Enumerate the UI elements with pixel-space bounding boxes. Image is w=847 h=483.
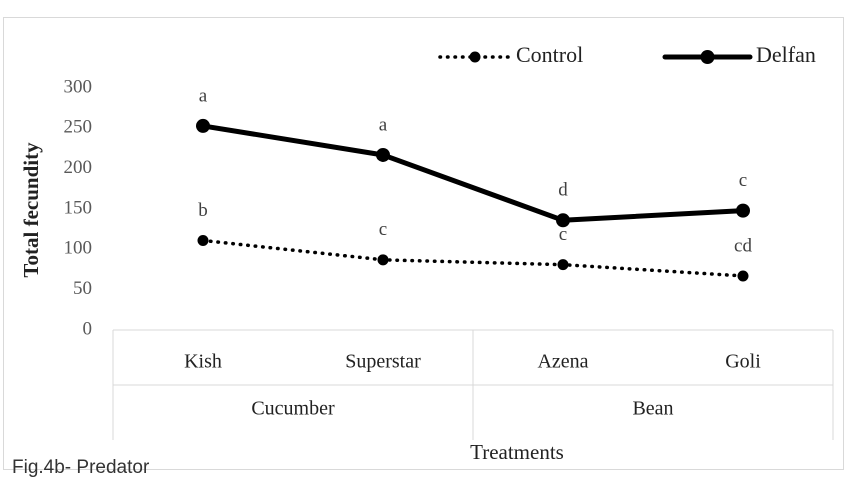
point-label: c bbox=[379, 219, 387, 240]
series-line bbox=[201, 238, 745, 278]
chart-border bbox=[3, 17, 844, 470]
x-tick-label: Azena bbox=[537, 351, 588, 373]
group-label: Bean bbox=[632, 398, 673, 420]
x-tick-label: Kish bbox=[184, 351, 222, 373]
legend-label: Delfan bbox=[756, 42, 816, 67]
legend-label: Control bbox=[516, 42, 583, 67]
marker bbox=[197, 234, 209, 246]
point-label: cd bbox=[734, 235, 752, 256]
group-label: Cucumber bbox=[251, 398, 335, 420]
y-tick-label: 50 bbox=[73, 278, 92, 299]
y-tick-label: 200 bbox=[64, 157, 93, 178]
point-label: a bbox=[199, 85, 208, 106]
y-axis-title: Total fecundity bbox=[19, 142, 43, 278]
marker bbox=[376, 147, 390, 162]
y-tick-label: 0 bbox=[83, 318, 93, 339]
marker bbox=[556, 213, 570, 228]
point-label: a bbox=[379, 114, 388, 135]
y-tick-label: 150 bbox=[64, 197, 93, 218]
y-tick-label: 100 bbox=[64, 238, 93, 259]
y-tick-label: 300 bbox=[64, 76, 93, 97]
point-label: d bbox=[558, 180, 568, 201]
series-line bbox=[200, 123, 746, 223]
point-label: c bbox=[739, 170, 747, 191]
caption: Fig.4b- Predator bbox=[12, 457, 150, 478]
legend-marker bbox=[469, 51, 481, 63]
point-label: c bbox=[559, 224, 567, 245]
x-tick-label: Superstar bbox=[345, 351, 421, 373]
marker bbox=[196, 118, 210, 133]
marker bbox=[737, 270, 749, 282]
point-label: b bbox=[198, 200, 208, 221]
legend-marker bbox=[700, 50, 715, 64]
x-tick-label: Goli bbox=[725, 351, 761, 373]
marker bbox=[377, 254, 389, 266]
y-tick-label: 250 bbox=[64, 117, 93, 138]
marker bbox=[736, 203, 750, 218]
x-axis-title: Treatments bbox=[470, 440, 564, 464]
marker bbox=[557, 259, 569, 271]
